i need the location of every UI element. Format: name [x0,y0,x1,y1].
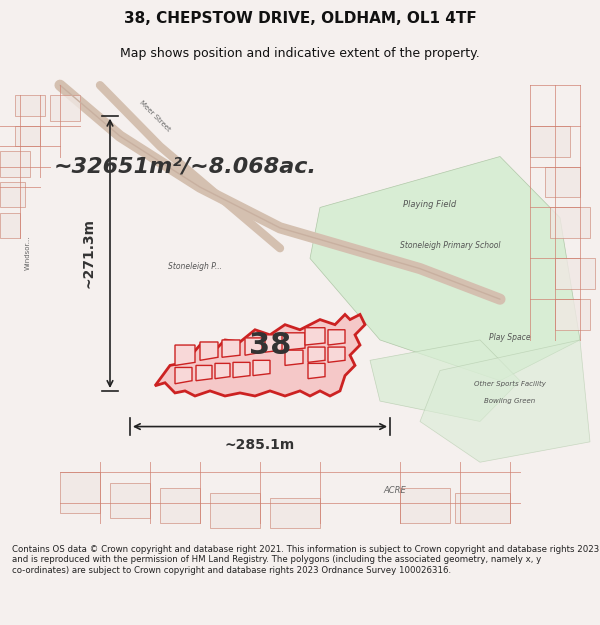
Polygon shape [215,363,230,379]
Polygon shape [222,340,240,357]
Polygon shape [285,350,303,366]
Polygon shape [328,347,345,362]
Text: Playing Field: Playing Field [403,201,457,209]
Polygon shape [400,488,450,523]
Polygon shape [200,342,218,361]
Polygon shape [550,208,590,238]
Text: 38: 38 [249,331,291,359]
Polygon shape [175,345,195,366]
Text: ~271.3m: ~271.3m [81,218,95,288]
Polygon shape [0,213,20,238]
Polygon shape [0,151,30,177]
Polygon shape [285,332,305,350]
Polygon shape [455,492,510,523]
Polygon shape [155,314,365,396]
Polygon shape [50,96,80,121]
Polygon shape [15,126,40,146]
Polygon shape [233,362,250,378]
Polygon shape [530,126,570,156]
Text: Other Sports Facility: Other Sports Facility [474,381,546,387]
Text: Play Space: Play Space [489,333,531,342]
Polygon shape [265,335,282,352]
Polygon shape [15,96,45,116]
Polygon shape [160,488,200,523]
Polygon shape [0,182,25,208]
Polygon shape [420,340,590,462]
Polygon shape [60,472,100,513]
Text: Contains OS data © Crown copyright and database right 2021. This information is : Contains OS data © Crown copyright and d… [12,545,599,574]
Text: Map shows position and indicative extent of the property.: Map shows position and indicative extent… [120,48,480,61]
Polygon shape [555,299,590,330]
Text: ~285.1m: ~285.1m [225,438,295,452]
Polygon shape [555,258,595,289]
Polygon shape [308,347,325,362]
Text: Windsor...: Windsor... [25,235,31,269]
Polygon shape [175,368,192,384]
Polygon shape [308,363,325,379]
Text: ACRE: ACRE [383,486,406,495]
Polygon shape [253,361,270,376]
Polygon shape [196,366,212,381]
Text: 38, CHEPSTOW DRIVE, OLDHAM, OL1 4TF: 38, CHEPSTOW DRIVE, OLDHAM, OL1 4TF [124,11,476,26]
Polygon shape [210,492,260,529]
Polygon shape [328,330,345,345]
Polygon shape [270,498,320,529]
Text: Stoneleigh P...: Stoneleigh P... [168,262,222,271]
Polygon shape [370,340,520,421]
Polygon shape [245,338,262,355]
Polygon shape [110,482,150,518]
Text: Bowling Green: Bowling Green [484,398,536,404]
Text: Meer Street: Meer Street [139,99,172,132]
Polygon shape [305,328,325,345]
Text: ~32651m²/~8.068ac.: ~32651m²/~8.068ac. [53,157,317,177]
Text: Stoneleigh Primary School: Stoneleigh Primary School [400,241,500,250]
Polygon shape [545,167,580,198]
Polygon shape [310,156,580,381]
